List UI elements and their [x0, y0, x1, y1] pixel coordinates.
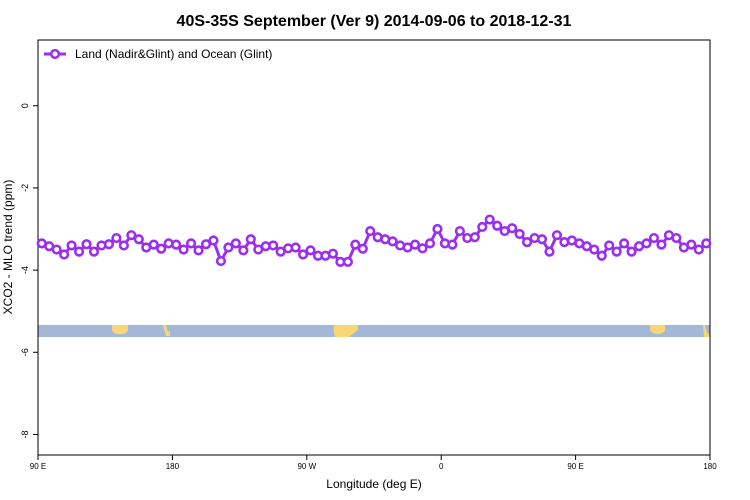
data-point	[611, 246, 622, 257]
data-point	[701, 238, 712, 249]
data-point	[290, 242, 301, 253]
y-axis-label: XCO2 - MLO trend (ppm)	[1, 180, 15, 315]
data-point	[193, 245, 204, 256]
plot-frame	[37, 39, 711, 456]
data-point	[536, 234, 548, 245]
data-point	[477, 221, 488, 233]
data-point	[66, 240, 77, 251]
x-tick-label: 0	[439, 462, 444, 471]
data-point	[73, 246, 85, 257]
data-point	[604, 240, 615, 251]
data-point	[88, 246, 100, 257]
data-point	[454, 225, 465, 237]
data-point	[589, 244, 600, 255]
chart-title: 40S-35S September (Ver 9) 2014-09-06 to …	[177, 13, 572, 30]
data-point	[447, 239, 458, 250]
x-tick-label: 180	[166, 462, 180, 471]
legend-label: Land (Nadir&Glint) and Ocean (Glint)	[75, 47, 272, 61]
data-point	[626, 246, 637, 257]
data-point	[156, 243, 167, 254]
data-point	[51, 244, 62, 255]
data-point	[521, 237, 533, 248]
data-point	[424, 238, 436, 249]
data-point	[693, 244, 704, 255]
data-point	[484, 214, 495, 225]
data-point	[544, 246, 555, 257]
data-point	[365, 225, 376, 237]
x-tick-label: 90 E	[567, 462, 583, 471]
data-point	[619, 238, 630, 249]
x-axis-label: Longitude (deg E)	[326, 477, 421, 491]
data-point	[656, 239, 667, 250]
legend-marker	[49, 48, 61, 60]
data-point	[245, 234, 256, 245]
data-point	[342, 256, 353, 267]
data-point	[387, 236, 398, 247]
data-point	[215, 255, 227, 267]
data-point	[686, 239, 697, 250]
data-point	[469, 232, 480, 243]
data-point	[200, 239, 212, 250]
x-tick-label: 180	[703, 462, 717, 471]
data-point	[409, 239, 421, 250]
data-point	[596, 250, 607, 261]
data-point	[671, 232, 682, 244]
data-point	[507, 223, 518, 234]
x-tick-label: 90 E	[30, 462, 46, 471]
y-tick-label: -2	[20, 184, 30, 192]
data-point	[133, 234, 144, 245]
data-point	[357, 243, 368, 254]
data-point	[417, 243, 428, 254]
data-point	[59, 249, 70, 260]
y-tick-label: -4	[20, 266, 30, 274]
data-point	[514, 228, 525, 240]
land-ocean-strip	[38, 325, 710, 337]
data-point	[171, 239, 182, 250]
data-point	[81, 239, 92, 250]
y-tick-label: -6	[20, 348, 30, 356]
data-point	[118, 240, 129, 251]
data-point	[327, 248, 339, 259]
data-point	[238, 245, 249, 256]
data-point	[185, 238, 197, 249]
data-point	[126, 230, 137, 241]
data-point	[268, 240, 279, 251]
data-point	[208, 235, 219, 246]
data-point	[230, 238, 241, 249]
data-point	[492, 220, 503, 231]
data-point	[111, 232, 122, 244]
data-point	[223, 242, 234, 253]
y-tick-label: -8	[20, 430, 30, 438]
data-point	[148, 239, 159, 250]
data-point	[297, 249, 309, 260]
data-point	[641, 238, 652, 249]
data-point	[305, 245, 316, 256]
x-tick-label: 90 W	[297, 462, 316, 471]
data-point	[103, 239, 115, 250]
data-point	[648, 232, 660, 244]
data-point	[178, 244, 189, 255]
data-point	[350, 239, 361, 250]
y-tick-label: 0	[20, 103, 30, 108]
data-point	[551, 230, 563, 241]
data-point	[432, 223, 443, 235]
